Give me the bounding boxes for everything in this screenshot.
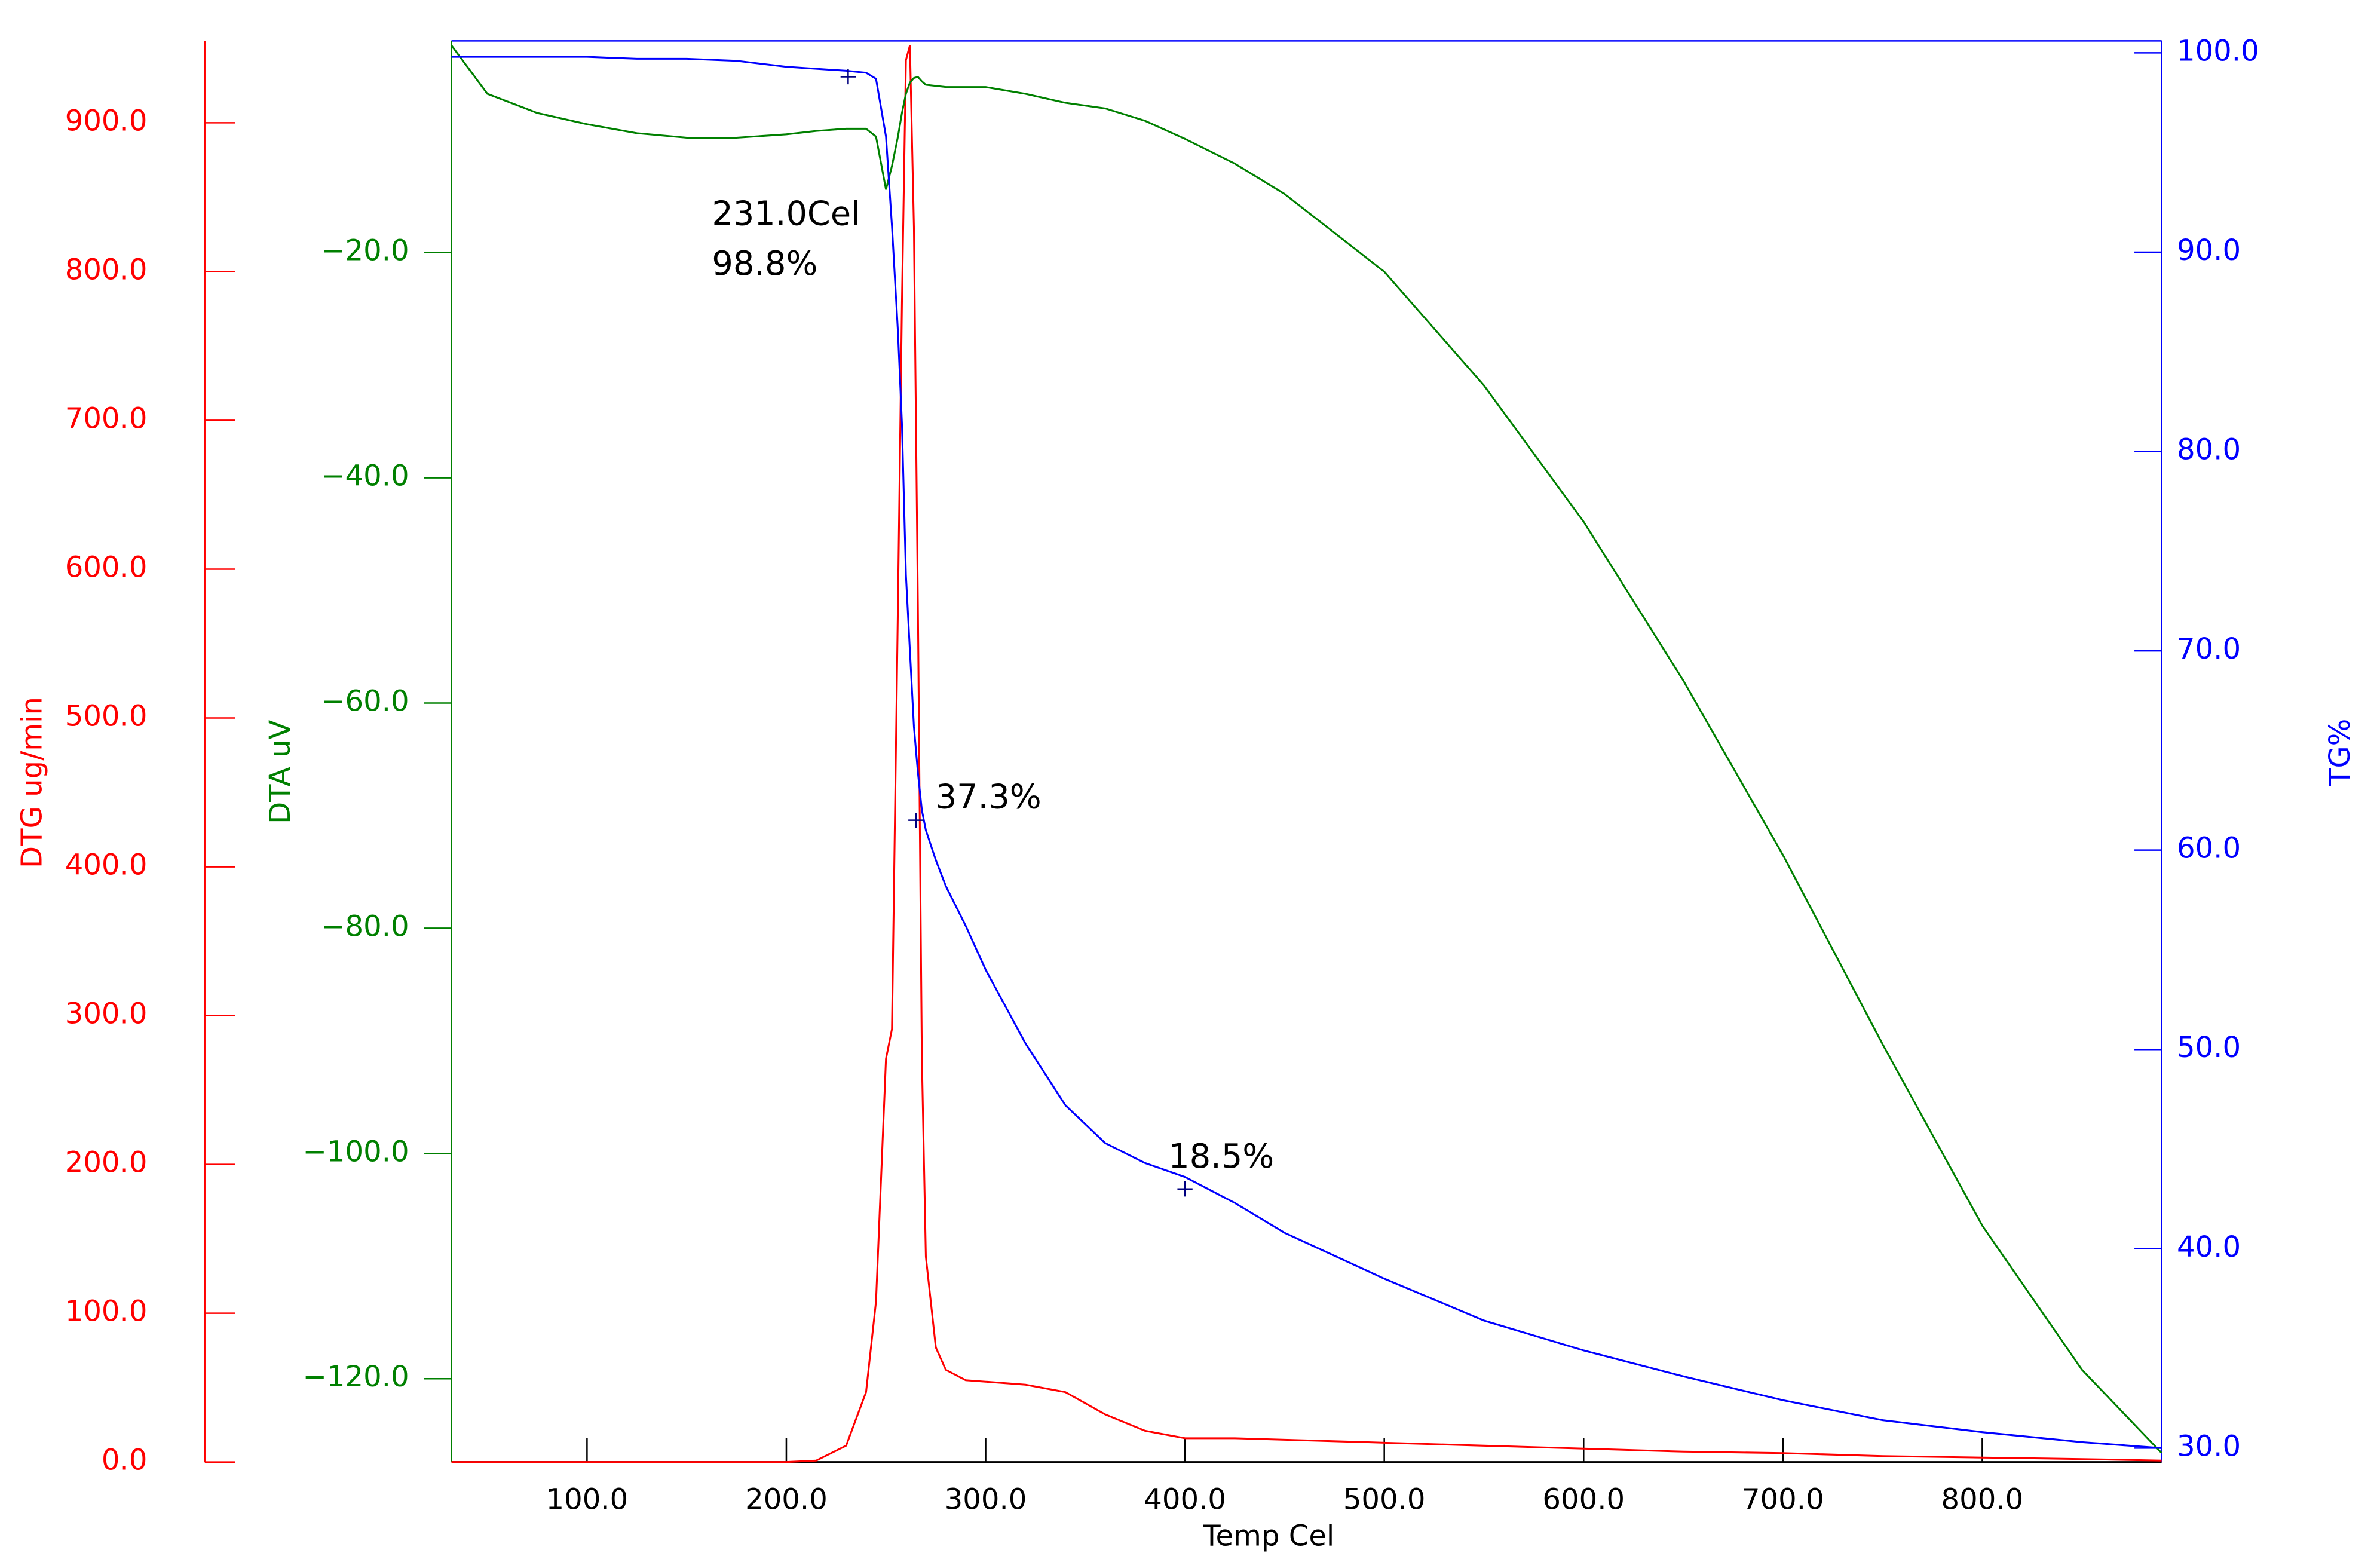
annotation-marker — [908, 812, 924, 828]
y-tick-label: 40.0 — [2177, 1230, 2241, 1264]
y-tick-label: 50.0 — [2177, 1031, 2241, 1064]
y-tick-label: −40.0 — [321, 460, 409, 493]
y-tick-label: −100.0 — [303, 1135, 409, 1168]
y-tick-label: 100.0 — [2177, 34, 2259, 68]
y-tick-label: 600.0 — [65, 550, 148, 584]
y-tick-label: 300.0 — [65, 997, 148, 1031]
data-line — [451, 45, 2162, 1454]
x-tick-label: 400.0 — [1144, 1483, 1226, 1517]
annotation-label: 18.5% — [1168, 1137, 1274, 1176]
data-line — [451, 45, 2162, 1463]
y-tick-label: 70.0 — [2177, 632, 2241, 666]
y-tick-label: 90.0 — [2177, 234, 2241, 267]
y-tick-label: −20.0 — [321, 234, 409, 268]
y-tick-label: 900.0 — [65, 104, 148, 137]
x-tick-label: 600.0 — [1542, 1483, 1625, 1517]
data-line — [451, 56, 2162, 1449]
y-axis-title: DTA uV — [264, 720, 297, 824]
x-tick-label: 300.0 — [945, 1483, 1027, 1517]
y-tick-label: 200.0 — [65, 1146, 148, 1180]
y-axis-title: TG% — [2323, 719, 2357, 786]
x-axis-title: Temp Cel — [1202, 1519, 1334, 1552]
y-tick-label: 700.0 — [65, 402, 148, 435]
y-tick-label: −80.0 — [321, 909, 409, 943]
annotation-marker — [840, 69, 856, 85]
annotation-label: 231.0Cel — [712, 195, 860, 234]
x-tick-label: 100.0 — [546, 1483, 629, 1517]
y-tick-label: 400.0 — [65, 849, 148, 882]
y-tick-label: −120.0 — [303, 1360, 409, 1394]
x-tick-label: 800.0 — [1941, 1483, 2024, 1517]
annotation-marker — [1177, 1181, 1193, 1197]
annotation-label: 37.3% — [936, 777, 1042, 816]
annotation-label: 98.8% — [712, 244, 817, 283]
y-tick-label: 0.0 — [102, 1444, 148, 1477]
y-tick-label: −60.0 — [321, 685, 409, 718]
x-tick-label: 700.0 — [1742, 1483, 1824, 1517]
y-axis-title: DTG ug/min — [15, 697, 48, 868]
y-tick-label: 500.0 — [65, 700, 148, 733]
y-tick-label: 800.0 — [65, 253, 148, 286]
y-tick-label: 60.0 — [2177, 832, 2241, 865]
x-tick-label: 500.0 — [1343, 1483, 1426, 1517]
x-tick-label: 200.0 — [745, 1483, 828, 1517]
y-tick-label: 100.0 — [65, 1295, 148, 1328]
y-tick-label: 80.0 — [2177, 433, 2241, 467]
y-tick-label: 30.0 — [2177, 1429, 2241, 1463]
